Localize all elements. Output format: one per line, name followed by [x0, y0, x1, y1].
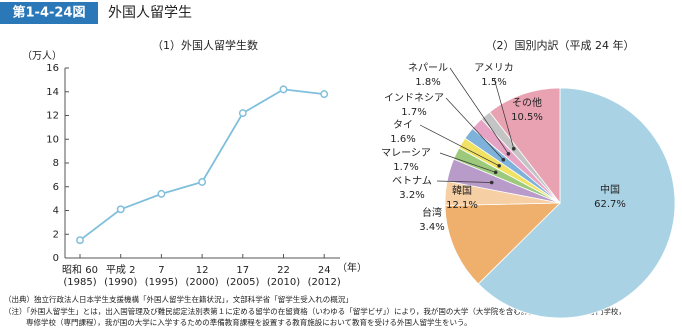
y-tick-label: 16	[46, 63, 59, 74]
pie-label: ベトナム	[392, 175, 432, 187]
pie-value-label: 1.5%	[481, 77, 506, 88]
data-point	[238, 109, 247, 118]
y-tick-label: 4	[53, 206, 59, 217]
pie-label: 中国	[600, 183, 620, 196]
x-tick-sublabel: (2010)	[267, 277, 300, 288]
leader-dot	[497, 164, 501, 168]
data-line	[79, 88, 325, 241]
y-tick-label: 10	[46, 134, 59, 145]
chart-title: （2）国別内訳（平成 24 年）	[486, 38, 635, 52]
leader-line	[445, 97, 504, 160]
leader-dot	[511, 146, 516, 151]
pie-label: タイ	[393, 119, 413, 131]
y-tick-label: 12	[46, 111, 59, 122]
leader-dot	[506, 151, 511, 156]
pie-slice	[444, 202, 561, 285]
pie-value-label: 1.6%	[390, 134, 415, 145]
x-tick-sublabel: (1985)	[63, 277, 96, 288]
x-tick-label: 17	[236, 265, 249, 276]
leader-dot	[489, 180, 494, 185]
x-tick-sublabel: (2012)	[308, 277, 341, 288]
leader-line	[436, 180, 492, 183]
pie-label: 台湾	[422, 206, 442, 219]
pie-label: インドネシア	[384, 92, 444, 104]
x-tick-sublabel: (2000)	[185, 277, 218, 288]
pie-value-label: 1.8%	[415, 77, 440, 88]
pie-label: マレーシア	[381, 148, 431, 159]
x-tick-sublabel: (2005)	[226, 277, 259, 288]
x-tick-label: 平成 2	[106, 264, 136, 276]
y-tick-label: 0	[53, 253, 59, 264]
pie-value-label: 1.7%	[393, 162, 418, 173]
leader-line	[419, 124, 500, 167]
x-tick-label: 24	[318, 265, 331, 276]
pie-value-label: 12.1%	[446, 200, 478, 211]
data-point	[279, 85, 288, 94]
y-tick-label: 2	[53, 229, 59, 240]
y-tick-label: 6	[53, 182, 59, 193]
y-axis-label: （万人）	[22, 50, 62, 62]
x-tick-sublabel: (1990)	[104, 277, 137, 288]
figure-number: 第1-4-24図	[13, 5, 86, 21]
x-tick-label: 昭和 60	[62, 264, 98, 276]
figure-badge	[0, 2, 98, 24]
pie-value-label: 62.7%	[594, 199, 626, 210]
leader-line	[449, 67, 509, 154]
pie-label: 韓国	[452, 185, 472, 197]
x-axis-label: （年）	[337, 261, 367, 274]
note: （出典）独立行政法人日本学生支援機構「外国人留学生在籍状況」，文部科学省「留学生…	[4, 294, 353, 304]
pie-label: その他	[512, 96, 542, 109]
chart-title: （1）外国人留学生数	[152, 38, 258, 52]
y-tick-label: 14	[46, 87, 59, 98]
pie-label: アメリカ	[474, 62, 514, 74]
note: （注）「外国人留学生」とは，出入国管理及び難民認定法別表第１に定める留学の在留資…	[4, 306, 626, 316]
note: 専修学校（専門課程），我が国の大学に入学するための準備教育課程を設置する教育施設…	[26, 317, 472, 327]
leader-dot	[501, 157, 506, 162]
x-tick-sublabel: (1995)	[145, 277, 178, 288]
x-tick-label: 12	[196, 265, 209, 276]
leader-line	[493, 77, 515, 149]
data-point	[157, 189, 166, 198]
y-tick-label: 8	[53, 158, 59, 169]
data-point	[198, 178, 207, 186]
x-tick-label: 7	[158, 265, 164, 276]
leader-line	[439, 152, 496, 173]
pie-value-label: 3.2%	[399, 190, 424, 201]
data-point	[320, 90, 329, 99]
x-tick-label: 22	[277, 265, 290, 276]
figure-title: 外国人留学生	[108, 5, 192, 21]
pie-value-label: 3.4%	[419, 222, 444, 233]
pie-label: ネパール	[408, 62, 448, 74]
data-point	[76, 236, 84, 245]
pie-value-label: 1.7%	[401, 107, 426, 118]
leader-dot	[493, 170, 498, 175]
pie-value-label: 10.5%	[511, 112, 543, 123]
pie-slice	[477, 87, 676, 319]
pie-slice	[489, 87, 561, 205]
data-point	[116, 205, 125, 214]
